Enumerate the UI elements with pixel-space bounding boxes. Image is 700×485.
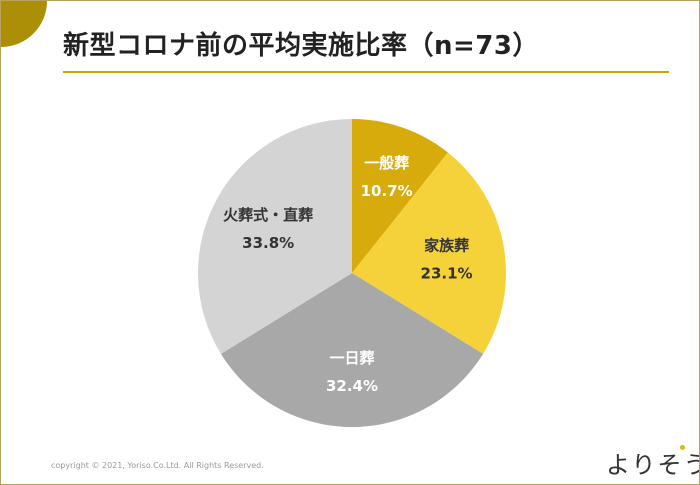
pie-slice-3 (220, 273, 484, 428)
title-underline (63, 71, 669, 73)
pie-slice-2 (352, 152, 506, 354)
slice-label-4: 火葬式・直葬 (223, 206, 313, 224)
chart-title: 新型コロナ前の平均実施比率（n=73） (63, 31, 539, 61)
slice-value-2: 23.1% (421, 264, 473, 282)
logo-dot (680, 445, 685, 450)
slice-value-3: 32.4% (326, 377, 378, 395)
slice-label-3: 一日葬 (329, 349, 374, 367)
brand-logo: よりそう (606, 451, 700, 479)
slice-value-4: 33.8% (242, 234, 294, 252)
copyright-text: copyright © 2021, Yoriso.Co.Ltd. All Rig… (51, 461, 264, 470)
pie-slice-4 (198, 119, 352, 354)
slice-value-1: 10.7% (361, 182, 413, 200)
slice-label-1: 一般葬 (364, 154, 409, 172)
slice-label-2: 家族葬 (424, 236, 469, 254)
pie-slice-1 (352, 119, 448, 273)
